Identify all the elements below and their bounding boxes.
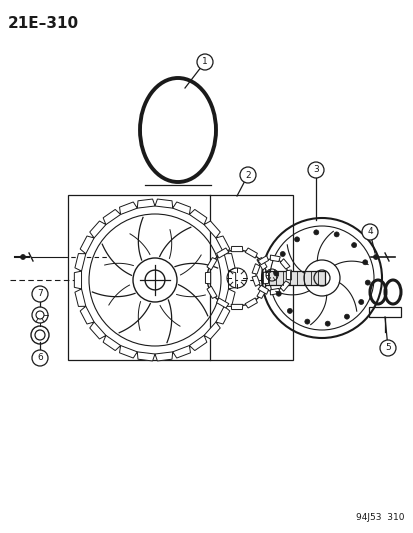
Polygon shape — [252, 264, 259, 274]
Polygon shape — [256, 257, 266, 270]
Text: 2: 2 — [244, 171, 250, 180]
Text: 3: 3 — [312, 166, 318, 174]
Bar — [368, 307, 400, 317]
Polygon shape — [286, 270, 291, 280]
Polygon shape — [256, 286, 266, 298]
Polygon shape — [280, 259, 290, 269]
Polygon shape — [263, 272, 268, 284]
Polygon shape — [216, 298, 228, 308]
Polygon shape — [137, 199, 154, 208]
Polygon shape — [75, 289, 85, 306]
Text: 1: 1 — [202, 58, 207, 67]
Polygon shape — [257, 256, 268, 265]
Polygon shape — [206, 257, 216, 270]
Circle shape — [362, 260, 367, 265]
Circle shape — [21, 254, 26, 260]
Polygon shape — [74, 271, 81, 289]
Polygon shape — [154, 352, 172, 361]
Polygon shape — [224, 289, 235, 306]
Circle shape — [32, 286, 48, 302]
Circle shape — [307, 162, 323, 178]
Circle shape — [273, 271, 278, 276]
Polygon shape — [103, 335, 120, 351]
Circle shape — [361, 224, 377, 240]
Text: 94J53  310: 94J53 310 — [356, 513, 404, 522]
Circle shape — [333, 232, 338, 237]
Polygon shape — [75, 254, 85, 271]
Polygon shape — [270, 288, 280, 295]
Circle shape — [379, 340, 395, 356]
Bar — [68, 195, 292, 360]
Circle shape — [32, 350, 48, 366]
Polygon shape — [172, 202, 190, 214]
Polygon shape — [103, 209, 120, 224]
Polygon shape — [90, 322, 106, 339]
Polygon shape — [80, 236, 94, 254]
Polygon shape — [280, 281, 290, 291]
Polygon shape — [204, 322, 220, 339]
Text: 6: 6 — [37, 353, 43, 362]
Polygon shape — [90, 221, 106, 238]
Polygon shape — [230, 304, 242, 310]
Circle shape — [313, 230, 318, 235]
Polygon shape — [215, 236, 229, 254]
Polygon shape — [80, 306, 94, 324]
Circle shape — [280, 252, 285, 256]
Circle shape — [344, 314, 349, 319]
Polygon shape — [189, 209, 206, 224]
Circle shape — [197, 54, 212, 70]
Circle shape — [294, 237, 299, 242]
Polygon shape — [204, 221, 220, 238]
Circle shape — [275, 291, 280, 296]
Bar — [264, 271, 324, 285]
Polygon shape — [215, 306, 229, 324]
Polygon shape — [119, 345, 137, 358]
Polygon shape — [154, 199, 172, 208]
Polygon shape — [224, 254, 235, 271]
Polygon shape — [216, 248, 228, 258]
Circle shape — [240, 167, 255, 183]
Polygon shape — [137, 352, 154, 361]
Polygon shape — [244, 248, 257, 258]
Text: 7: 7 — [37, 289, 43, 298]
Polygon shape — [206, 286, 216, 298]
Polygon shape — [119, 202, 137, 214]
Circle shape — [373, 254, 377, 260]
Polygon shape — [189, 335, 206, 351]
Polygon shape — [230, 246, 242, 252]
Polygon shape — [270, 255, 280, 262]
Polygon shape — [172, 345, 190, 358]
Circle shape — [287, 309, 292, 313]
Circle shape — [325, 321, 330, 326]
Circle shape — [358, 300, 363, 304]
Circle shape — [351, 243, 356, 248]
Circle shape — [364, 280, 369, 285]
Polygon shape — [257, 285, 268, 294]
Circle shape — [304, 319, 309, 324]
Polygon shape — [252, 276, 259, 286]
Text: 4: 4 — [366, 228, 372, 237]
Text: 5: 5 — [384, 343, 390, 352]
Polygon shape — [244, 298, 257, 308]
Text: 21E–310: 21E–310 — [8, 16, 79, 31]
Polygon shape — [228, 271, 235, 289]
Polygon shape — [205, 272, 210, 284]
